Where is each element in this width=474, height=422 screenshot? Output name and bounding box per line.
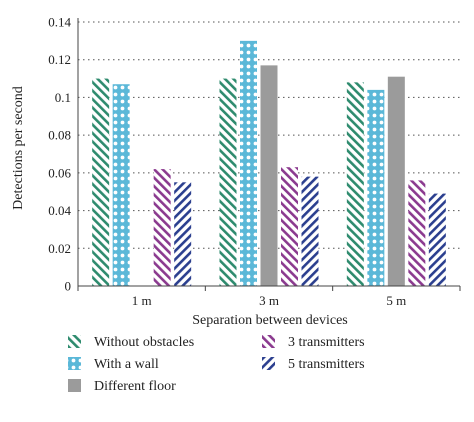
legend-item-different-floor: Different floor [68, 379, 176, 394]
bar-3-transmitters-3-m [281, 167, 298, 286]
bar-with-a-wall-3-m [240, 40, 257, 286]
bar-3-transmitters-1-m [153, 169, 171, 286]
y-tick-label: 0.1 [55, 90, 71, 105]
bar-3-transmitters-5-m [408, 180, 426, 286]
bar-5-transmitters-1-m [174, 182, 192, 286]
legend-item-5-transmitters: 5 transmitters [262, 357, 365, 372]
bar-without-obstacles-3-m [219, 78, 237, 286]
bar-different-floor-3-m [260, 65, 278, 286]
bar-different-floor-5-m [387, 76, 405, 286]
y-tick-label: 0 [65, 279, 72, 294]
legend-item-without-obstacles: Without obstacles [68, 335, 194, 350]
axes [77, 18, 461, 291]
y-axis-label: Detections per second [11, 86, 26, 210]
bars [92, 40, 446, 286]
bar-with-a-wall-5-m [367, 89, 385, 286]
y-tick-label: 0.12 [48, 52, 71, 67]
bar-with-a-wall-1-m [112, 84, 130, 286]
legend-swatch [262, 335, 275, 348]
legend-swatch [68, 357, 81, 370]
bar-5-transmitters-5-m [428, 193, 446, 286]
legend-item-with-a-wall: With a wall [68, 357, 159, 372]
legend-label: Different floor [94, 379, 176, 394]
x-tick-label: 5 m [386, 293, 406, 308]
legend-label: With a wall [94, 357, 159, 372]
y-tick-label: 0.14 [48, 15, 71, 30]
bar-without-obstacles-5-m [346, 82, 364, 286]
x-axis-label: Separation between devices [192, 313, 348, 328]
legend: Without obstacles With a wall Different fl… [68, 335, 365, 394]
legend-swatch [68, 379, 81, 392]
y-tick-label: 0.08 [48, 128, 71, 143]
legend-swatch [262, 357, 275, 370]
tick-labels: 0 0.02 0.04 0.06 0.08 0.1 0.12 0.14 1 m 3 m 5 m [48, 15, 406, 309]
bar-without-obstacles-1-m [92, 78, 110, 286]
y-tick-label: 0.04 [48, 203, 71, 218]
y-tick-label: 0.06 [48, 165, 71, 180]
legend-label: 3 transmitters [288, 335, 365, 350]
legend-swatch [68, 335, 81, 348]
bar-5-transmitters-3-m [301, 176, 319, 286]
x-tick-label: 3 m [259, 293, 279, 308]
legend-label: 5 transmitters [288, 357, 365, 372]
x-tick-label: 1 m [132, 293, 152, 308]
legend-label: Without obstacles [94, 335, 194, 350]
y-tick-label: 0.02 [48, 241, 71, 256]
legend-item-3-transmitters: 3 transmitters [262, 335, 365, 350]
